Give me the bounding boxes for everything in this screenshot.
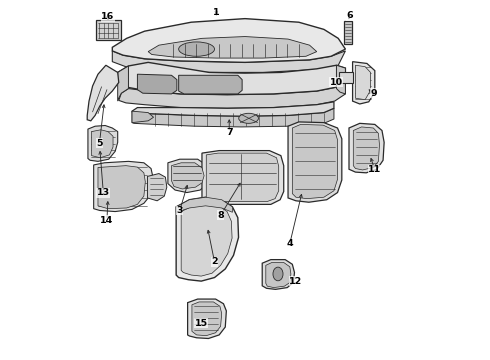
Polygon shape bbox=[344, 21, 352, 44]
Ellipse shape bbox=[273, 267, 283, 281]
Polygon shape bbox=[206, 153, 279, 202]
Polygon shape bbox=[188, 299, 226, 338]
Polygon shape bbox=[179, 75, 242, 94]
Text: 16: 16 bbox=[101, 12, 115, 21]
Polygon shape bbox=[293, 125, 338, 199]
Polygon shape bbox=[88, 126, 118, 161]
Polygon shape bbox=[337, 65, 345, 94]
Polygon shape bbox=[137, 74, 177, 94]
Polygon shape bbox=[119, 81, 345, 108]
Polygon shape bbox=[349, 123, 384, 173]
Polygon shape bbox=[148, 37, 317, 58]
Polygon shape bbox=[176, 197, 232, 212]
Ellipse shape bbox=[239, 113, 258, 123]
Text: 7: 7 bbox=[226, 128, 233, 137]
Polygon shape bbox=[96, 21, 121, 40]
Polygon shape bbox=[288, 122, 342, 202]
Polygon shape bbox=[172, 163, 204, 189]
Text: 5: 5 bbox=[96, 139, 102, 148]
Polygon shape bbox=[262, 260, 294, 289]
Text: 6: 6 bbox=[346, 11, 353, 20]
Text: 1: 1 bbox=[213, 8, 220, 17]
Polygon shape bbox=[112, 19, 345, 62]
Text: 11: 11 bbox=[368, 166, 381, 175]
Polygon shape bbox=[202, 150, 284, 204]
Text: 3: 3 bbox=[176, 206, 183, 215]
Text: 10: 10 bbox=[330, 78, 343, 87]
Polygon shape bbox=[132, 111, 153, 123]
Polygon shape bbox=[132, 108, 334, 127]
Polygon shape bbox=[353, 127, 379, 170]
Text: 9: 9 bbox=[370, 89, 377, 98]
Polygon shape bbox=[176, 197, 239, 281]
Polygon shape bbox=[87, 65, 119, 121]
Text: 12: 12 bbox=[289, 276, 302, 285]
Text: 15: 15 bbox=[195, 319, 208, 328]
Polygon shape bbox=[132, 102, 334, 116]
Text: 14: 14 bbox=[100, 216, 114, 225]
Polygon shape bbox=[192, 302, 221, 336]
Polygon shape bbox=[353, 62, 375, 104]
Polygon shape bbox=[118, 66, 128, 101]
Polygon shape bbox=[266, 262, 291, 288]
Polygon shape bbox=[147, 174, 167, 201]
Polygon shape bbox=[355, 65, 370, 100]
Polygon shape bbox=[118, 62, 345, 95]
Text: 2: 2 bbox=[211, 257, 218, 266]
Polygon shape bbox=[94, 161, 153, 212]
Polygon shape bbox=[92, 130, 113, 158]
Text: 8: 8 bbox=[217, 211, 224, 220]
Text: 4: 4 bbox=[287, 239, 293, 248]
Polygon shape bbox=[339, 72, 353, 83]
Polygon shape bbox=[112, 51, 345, 72]
Polygon shape bbox=[98, 166, 146, 209]
Polygon shape bbox=[168, 159, 209, 193]
Ellipse shape bbox=[179, 42, 215, 56]
Text: 13: 13 bbox=[97, 188, 110, 197]
Polygon shape bbox=[181, 203, 232, 276]
